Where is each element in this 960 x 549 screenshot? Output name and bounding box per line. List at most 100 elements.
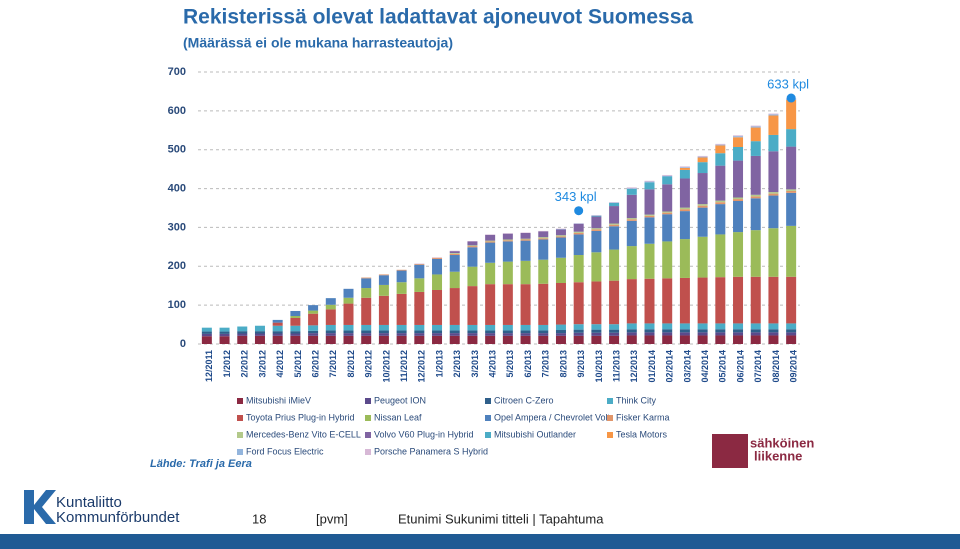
- x-tick-label: 11/2012: [399, 350, 409, 382]
- y-tick-label: 300: [168, 221, 186, 233]
- bar-segment: [396, 282, 407, 294]
- bar-segment: [414, 278, 425, 292]
- bar-segment: [662, 175, 673, 177]
- legend-label: Volvo V60 Plug-in Hybrid: [374, 429, 474, 439]
- bar-segment: [679, 169, 690, 179]
- bar-segment: [201, 331, 212, 334]
- bar-segment: [626, 188, 637, 189]
- bar-segment: [786, 99, 797, 130]
- bar-segment: [573, 335, 584, 344]
- x-tick-label: 9/2013: [576, 350, 586, 378]
- bar-segment: [733, 197, 744, 200]
- bar-segment: [697, 156, 708, 158]
- bar-segment: [449, 271, 460, 289]
- bar-segment: [644, 278, 655, 324]
- bar-segment: [449, 253, 460, 254]
- bar-segment: [679, 167, 690, 168]
- x-tick-label: 07/2014: [753, 350, 763, 383]
- bar-segment: [626, 323, 637, 330]
- x-tick-label: 2/2012: [240, 350, 250, 378]
- bar-segment: [343, 335, 354, 344]
- bar-segment: [573, 223, 584, 232]
- bar-segment: [662, 329, 673, 333]
- bar-segment: [343, 330, 354, 334]
- legend-label: Toyota Prius Plug-in Hybrid: [246, 412, 355, 422]
- bar-segment: [502, 241, 513, 262]
- bar-segment: [786, 225, 797, 277]
- bar-segment: [733, 199, 744, 202]
- bar-segment: [786, 276, 797, 324]
- bar-segment: [502, 324, 513, 331]
- bar-segment: [520, 330, 531, 334]
- x-tick-label: 08/2014: [771, 350, 781, 383]
- bar-segment: [414, 263, 425, 265]
- bar-segment: [733, 276, 744, 324]
- bar-segment: [573, 332, 584, 336]
- x-tick-label: 4/2013: [488, 350, 498, 378]
- bar-segment: [697, 277, 708, 324]
- bar-segment: [609, 202, 620, 207]
- bar-segment: [449, 335, 460, 344]
- bar-segment: [538, 324, 549, 331]
- x-tick-label: 06/2014: [735, 350, 745, 383]
- bar-segment: [254, 331, 265, 334]
- bar-segment: [733, 137, 744, 147]
- legend-label: Ford Focus Electric: [246, 446, 324, 456]
- bar-segment: [520, 238, 531, 240]
- logo-text: sähköinen: [750, 435, 814, 450]
- bar-segment: [679, 207, 690, 210]
- bar-segment: [396, 270, 407, 283]
- legend-label: Citroen C-Zero: [494, 395, 554, 405]
- bar-segment: [308, 335, 319, 344]
- bar-segment: [697, 332, 708, 336]
- bar-segment: [644, 182, 655, 190]
- bar-segment: [626, 219, 637, 221]
- bar-segment: [609, 280, 620, 325]
- legend-label: Opel Ampera / Chevrolet Volt: [494, 412, 611, 422]
- bar-segment: [715, 153, 726, 166]
- bar-segment: [290, 316, 301, 318]
- bar-segment: [467, 324, 478, 331]
- bar-segment: [432, 324, 443, 331]
- bar-segment: [449, 330, 460, 334]
- bar-segment: [485, 335, 496, 344]
- bar-segment: [485, 324, 496, 331]
- bar-segment: [254, 335, 265, 344]
- bar-segment: [786, 335, 797, 344]
- bar-segment: [520, 239, 531, 241]
- bar-segment: [502, 239, 513, 241]
- bar-segment: [662, 211, 673, 213]
- bar-segment: [697, 204, 708, 206]
- bar-segment: [626, 246, 637, 280]
- bar-segment: [715, 144, 726, 146]
- bar-segment: [786, 146, 797, 190]
- bar-segment: [538, 335, 549, 344]
- bar-segment: [679, 209, 690, 212]
- x-tick-label: 8/2012: [346, 350, 356, 378]
- bar-segment: [715, 335, 726, 344]
- bar-segment: [432, 258, 443, 275]
- legend-swatch: [365, 398, 371, 404]
- bar-segment: [662, 278, 673, 324]
- x-tick-label: 8/2013: [558, 350, 568, 378]
- bar-segment: [290, 310, 301, 317]
- bar-segment: [679, 332, 690, 336]
- bar-segment: [272, 331, 283, 334]
- bar-segment: [396, 333, 407, 336]
- bar-segment: [768, 335, 779, 344]
- legend-swatch: [485, 432, 491, 438]
- bar-segment: [662, 323, 673, 330]
- bar-segment: [733, 135, 744, 137]
- bar-segment: [396, 330, 407, 334]
- bar-segment: [573, 324, 584, 330]
- bar-segment: [715, 277, 726, 324]
- bar-segment: [361, 297, 372, 325]
- bar-segment: [449, 253, 460, 256]
- bar-segment: [502, 233, 513, 240]
- bar-segment: [750, 323, 761, 330]
- bar-segment: [538, 283, 549, 325]
- bar-segment: [786, 192, 797, 226]
- bar-segment: [679, 323, 690, 330]
- bar-segment: [662, 332, 673, 336]
